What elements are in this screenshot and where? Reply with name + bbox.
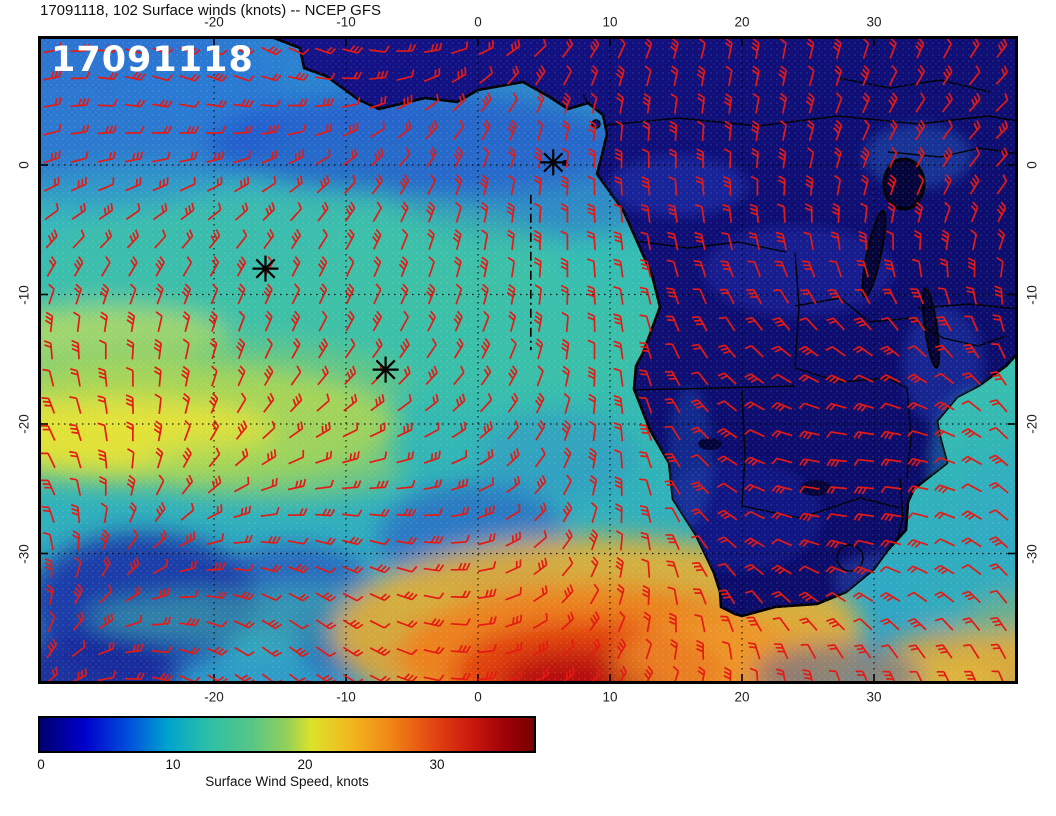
axis-tick-label-top: 10 <box>602 14 618 30</box>
axis-tick-label-left: -30 <box>16 543 32 564</box>
observation-markers <box>252 149 567 383</box>
axis-tick-label-left: -10 <box>16 284 32 305</box>
colorbar-tick-label: 10 <box>165 757 181 772</box>
axis-tick-label-bottom: 0 <box>474 689 482 705</box>
axis-tick-label-top: 0 <box>474 14 482 30</box>
colorbar <box>38 716 536 753</box>
colorbar-tick-label: 30 <box>429 757 445 772</box>
axis-tick-label-bottom: 10 <box>602 689 618 705</box>
axis-tick-label-top: 30 <box>866 14 882 30</box>
axis-tick-label-top: -10 <box>336 14 356 30</box>
axis-tick-label-bottom: -20 <box>204 689 224 705</box>
axis-tick-label-bottom: 20 <box>734 689 750 705</box>
axis-tick-label-bottom: 30 <box>866 689 882 705</box>
observation-marker <box>543 152 564 173</box>
axis-tick-label-left: -20 <box>16 414 32 434</box>
observation-marker <box>375 359 396 380</box>
plot-frame <box>38 36 1018 684</box>
figure-title: 17091118, 102 Surface winds (knots) -- N… <box>40 2 381 19</box>
axis-tick-label-bottom: -10 <box>336 689 356 705</box>
axis-tick-label-right: 0 <box>1024 161 1040 169</box>
axis-tick-label-right: -10 <box>1024 284 1040 305</box>
axis-tick-label-left: 0 <box>16 161 32 169</box>
axis-tick-label-right: -20 <box>1024 414 1040 434</box>
axis-tick-label-right: -30 <box>1024 543 1040 564</box>
run-timestamp-label: 17091118 <box>51 40 254 80</box>
wind-map-canvas <box>38 36 1018 684</box>
axis-tick-label-top: 20 <box>734 14 750 30</box>
map-plot: 17091118 <box>38 36 1018 684</box>
colorbar-tick-label: 0 <box>37 757 45 772</box>
grid-lines <box>40 38 1016 682</box>
model-grid-stipple <box>38 36 1018 684</box>
wind-barbs-layer <box>40 37 1009 684</box>
axis-tick-label-top: -20 <box>204 14 224 30</box>
colorbar-tick-label: 20 <box>297 757 313 772</box>
colorbar-label: Surface Wind Speed, knots <box>205 774 369 789</box>
observation-marker <box>255 258 276 279</box>
